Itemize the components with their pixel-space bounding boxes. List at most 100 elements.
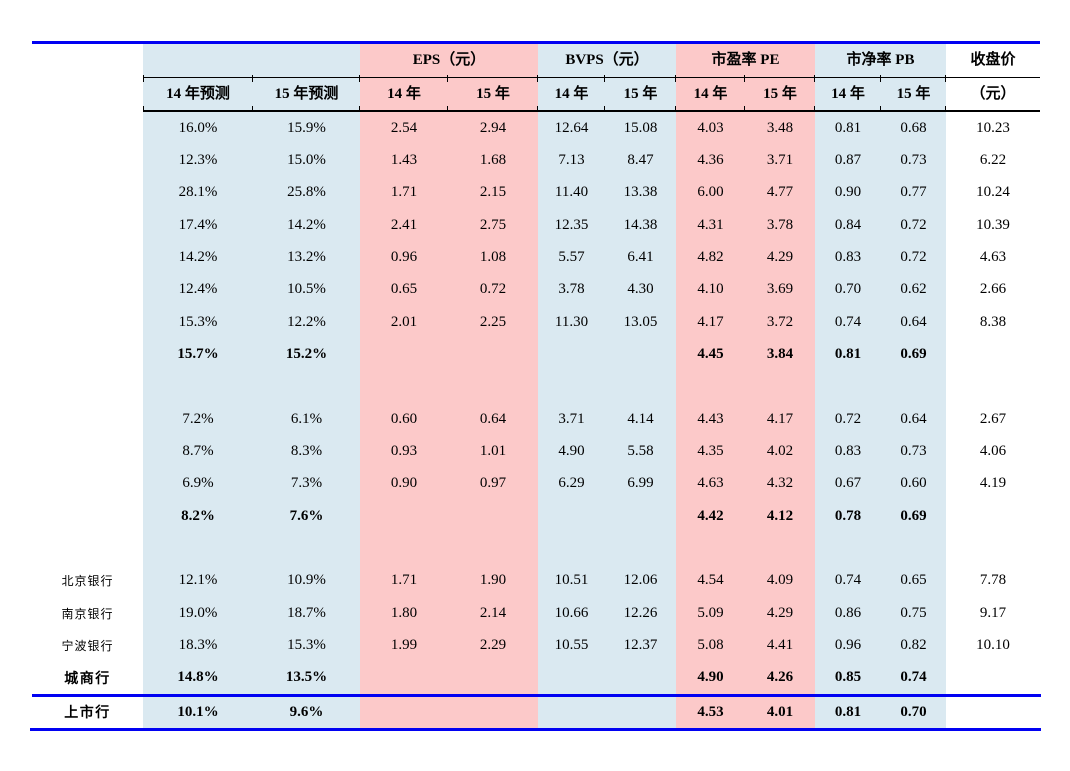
col-header-pb-15: 15 年 bbox=[880, 75, 946, 114]
table-row: 8.7% 8.3% 0.93 1.01 4.90 5.58 4.35 4.02 0.83 0.73… bbox=[143, 435, 1040, 468]
header-bottom-line bbox=[143, 110, 1040, 112]
cell: 1.90 bbox=[448, 564, 538, 597]
cell bbox=[605, 499, 676, 533]
cell bbox=[253, 532, 360, 565]
cell: 14.2% bbox=[143, 241, 253, 274]
cell bbox=[676, 370, 745, 403]
cell: 0.68 bbox=[881, 112, 946, 145]
table-row: 15.7% 15.2% 4.45 3.84 0.81 0.69 bbox=[143, 338, 1040, 371]
cell: 4.12 bbox=[745, 499, 815, 533]
col-header-bvps-15: 15 年 bbox=[604, 75, 676, 114]
cell: 8.7% bbox=[143, 435, 253, 468]
cell bbox=[745, 370, 815, 403]
cell: 2.25 bbox=[448, 305, 538, 339]
cell bbox=[881, 370, 946, 403]
table-row: 南京银行 19.0% 18.7% 1.80 2.14 10.66 12.26 5.09 4.29… bbox=[32, 596, 1040, 630]
cell: 12.35 bbox=[538, 208, 605, 242]
cell: 4.31 bbox=[676, 208, 745, 242]
cell: 1.80 bbox=[360, 596, 448, 630]
cell: 19.0% bbox=[143, 596, 253, 630]
cell: 14.2% bbox=[253, 208, 360, 242]
separator-blue-rule bbox=[32, 694, 1041, 697]
cell: 15.9% bbox=[253, 112, 360, 145]
cell bbox=[143, 370, 253, 403]
cell: 15.7% bbox=[143, 338, 253, 371]
cell: 15.08 bbox=[605, 112, 676, 145]
cell: 16.0% bbox=[143, 112, 253, 145]
col-header-forecast-15: 15 年预测 bbox=[252, 75, 360, 114]
cell bbox=[815, 532, 881, 565]
cell bbox=[253, 370, 360, 403]
cell: 0.85 bbox=[815, 661, 881, 694]
table-row: 16.0% 15.9% 2.54 2.94 12.64 15.08 4.03 3.48 0.81… bbox=[143, 112, 1040, 145]
cell: 1.71 bbox=[360, 176, 448, 209]
table-row: 上市行 10.1% 9.6% 4.53 4.01 0.81 0.70 bbox=[32, 696, 1040, 728]
cell: 7.13 bbox=[538, 144, 605, 177]
cell: 4.36 bbox=[676, 144, 745, 177]
cell: 4.14 bbox=[605, 402, 676, 436]
cell: 10.23 bbox=[946, 112, 1040, 145]
cell: 4.17 bbox=[676, 305, 745, 339]
cell bbox=[745, 532, 815, 565]
cell: 5.09 bbox=[676, 596, 745, 630]
cell: 3.69 bbox=[745, 273, 815, 306]
cell: 0.69 bbox=[881, 338, 946, 371]
cell: 3.78 bbox=[538, 273, 605, 306]
cell: 4.06 bbox=[946, 435, 1040, 468]
cell: 0.62 bbox=[881, 273, 946, 306]
cell: 4.53 bbox=[676, 696, 745, 728]
cell: 0.78 bbox=[815, 499, 881, 533]
cell: 28.1% bbox=[143, 176, 253, 209]
cell: 4.41 bbox=[745, 629, 815, 662]
cell: 4.42 bbox=[676, 499, 745, 533]
cell: 10.66 bbox=[538, 596, 605, 630]
cell: 2.75 bbox=[448, 208, 538, 242]
cell: 25.8% bbox=[253, 176, 360, 209]
cell bbox=[538, 499, 605, 533]
cell: 8.2% bbox=[143, 499, 253, 533]
cell: 4.29 bbox=[745, 241, 815, 274]
sub-header-row: 14 年预测 15 年预测 14 年 15 年 14 年 15 年 14 年 1… bbox=[143, 75, 1040, 114]
cell: 5.57 bbox=[538, 241, 605, 274]
cell: 0.74 bbox=[881, 661, 946, 694]
cell: 4.17 bbox=[745, 402, 815, 436]
group-header-eps: EPS（元） bbox=[360, 44, 538, 77]
cell: 0.96 bbox=[360, 241, 448, 274]
cell: 2.14 bbox=[448, 596, 538, 630]
group-header-growth bbox=[143, 44, 360, 77]
cell bbox=[605, 661, 676, 694]
cell: 4.54 bbox=[676, 564, 745, 597]
cell bbox=[946, 338, 1040, 371]
cell: 12.3% bbox=[143, 144, 253, 177]
cell: 4.35 bbox=[676, 435, 745, 468]
col-header-pe-15: 15 年 bbox=[744, 75, 815, 114]
cell bbox=[676, 532, 745, 565]
row-label: 南京银行 bbox=[32, 596, 143, 630]
cell: 4.26 bbox=[745, 661, 815, 694]
cell bbox=[360, 532, 448, 565]
cell bbox=[538, 661, 605, 694]
cell: 0.73 bbox=[881, 144, 946, 177]
col-header-eps-14: 14 年 bbox=[359, 75, 448, 114]
cell: 1.43 bbox=[360, 144, 448, 177]
cell bbox=[815, 370, 881, 403]
cell: 0.74 bbox=[815, 564, 881, 597]
cell: 0.83 bbox=[815, 435, 881, 468]
cell: 4.90 bbox=[676, 661, 745, 694]
cell: 13.05 bbox=[605, 305, 676, 339]
cell: 18.3% bbox=[143, 629, 253, 662]
cell: 6.22 bbox=[946, 144, 1040, 177]
cell: 17.4% bbox=[143, 208, 253, 242]
cell bbox=[946, 499, 1040, 533]
cell bbox=[360, 661, 448, 694]
row-label: 北京银行 bbox=[32, 564, 143, 597]
cell: 4.90 bbox=[538, 435, 605, 468]
cell: 0.67 bbox=[815, 467, 881, 500]
cell: 9.6% bbox=[253, 696, 360, 728]
bottom-blue-rule bbox=[30, 728, 1041, 731]
cell bbox=[360, 370, 448, 403]
cell: 10.9% bbox=[253, 564, 360, 597]
cell bbox=[946, 661, 1040, 694]
table-row: 7.2% 6.1% 0.60 0.64 3.71 4.14 4.43 4.17 0.72 0.64… bbox=[143, 402, 1040, 436]
cell: 3.72 bbox=[745, 305, 815, 339]
